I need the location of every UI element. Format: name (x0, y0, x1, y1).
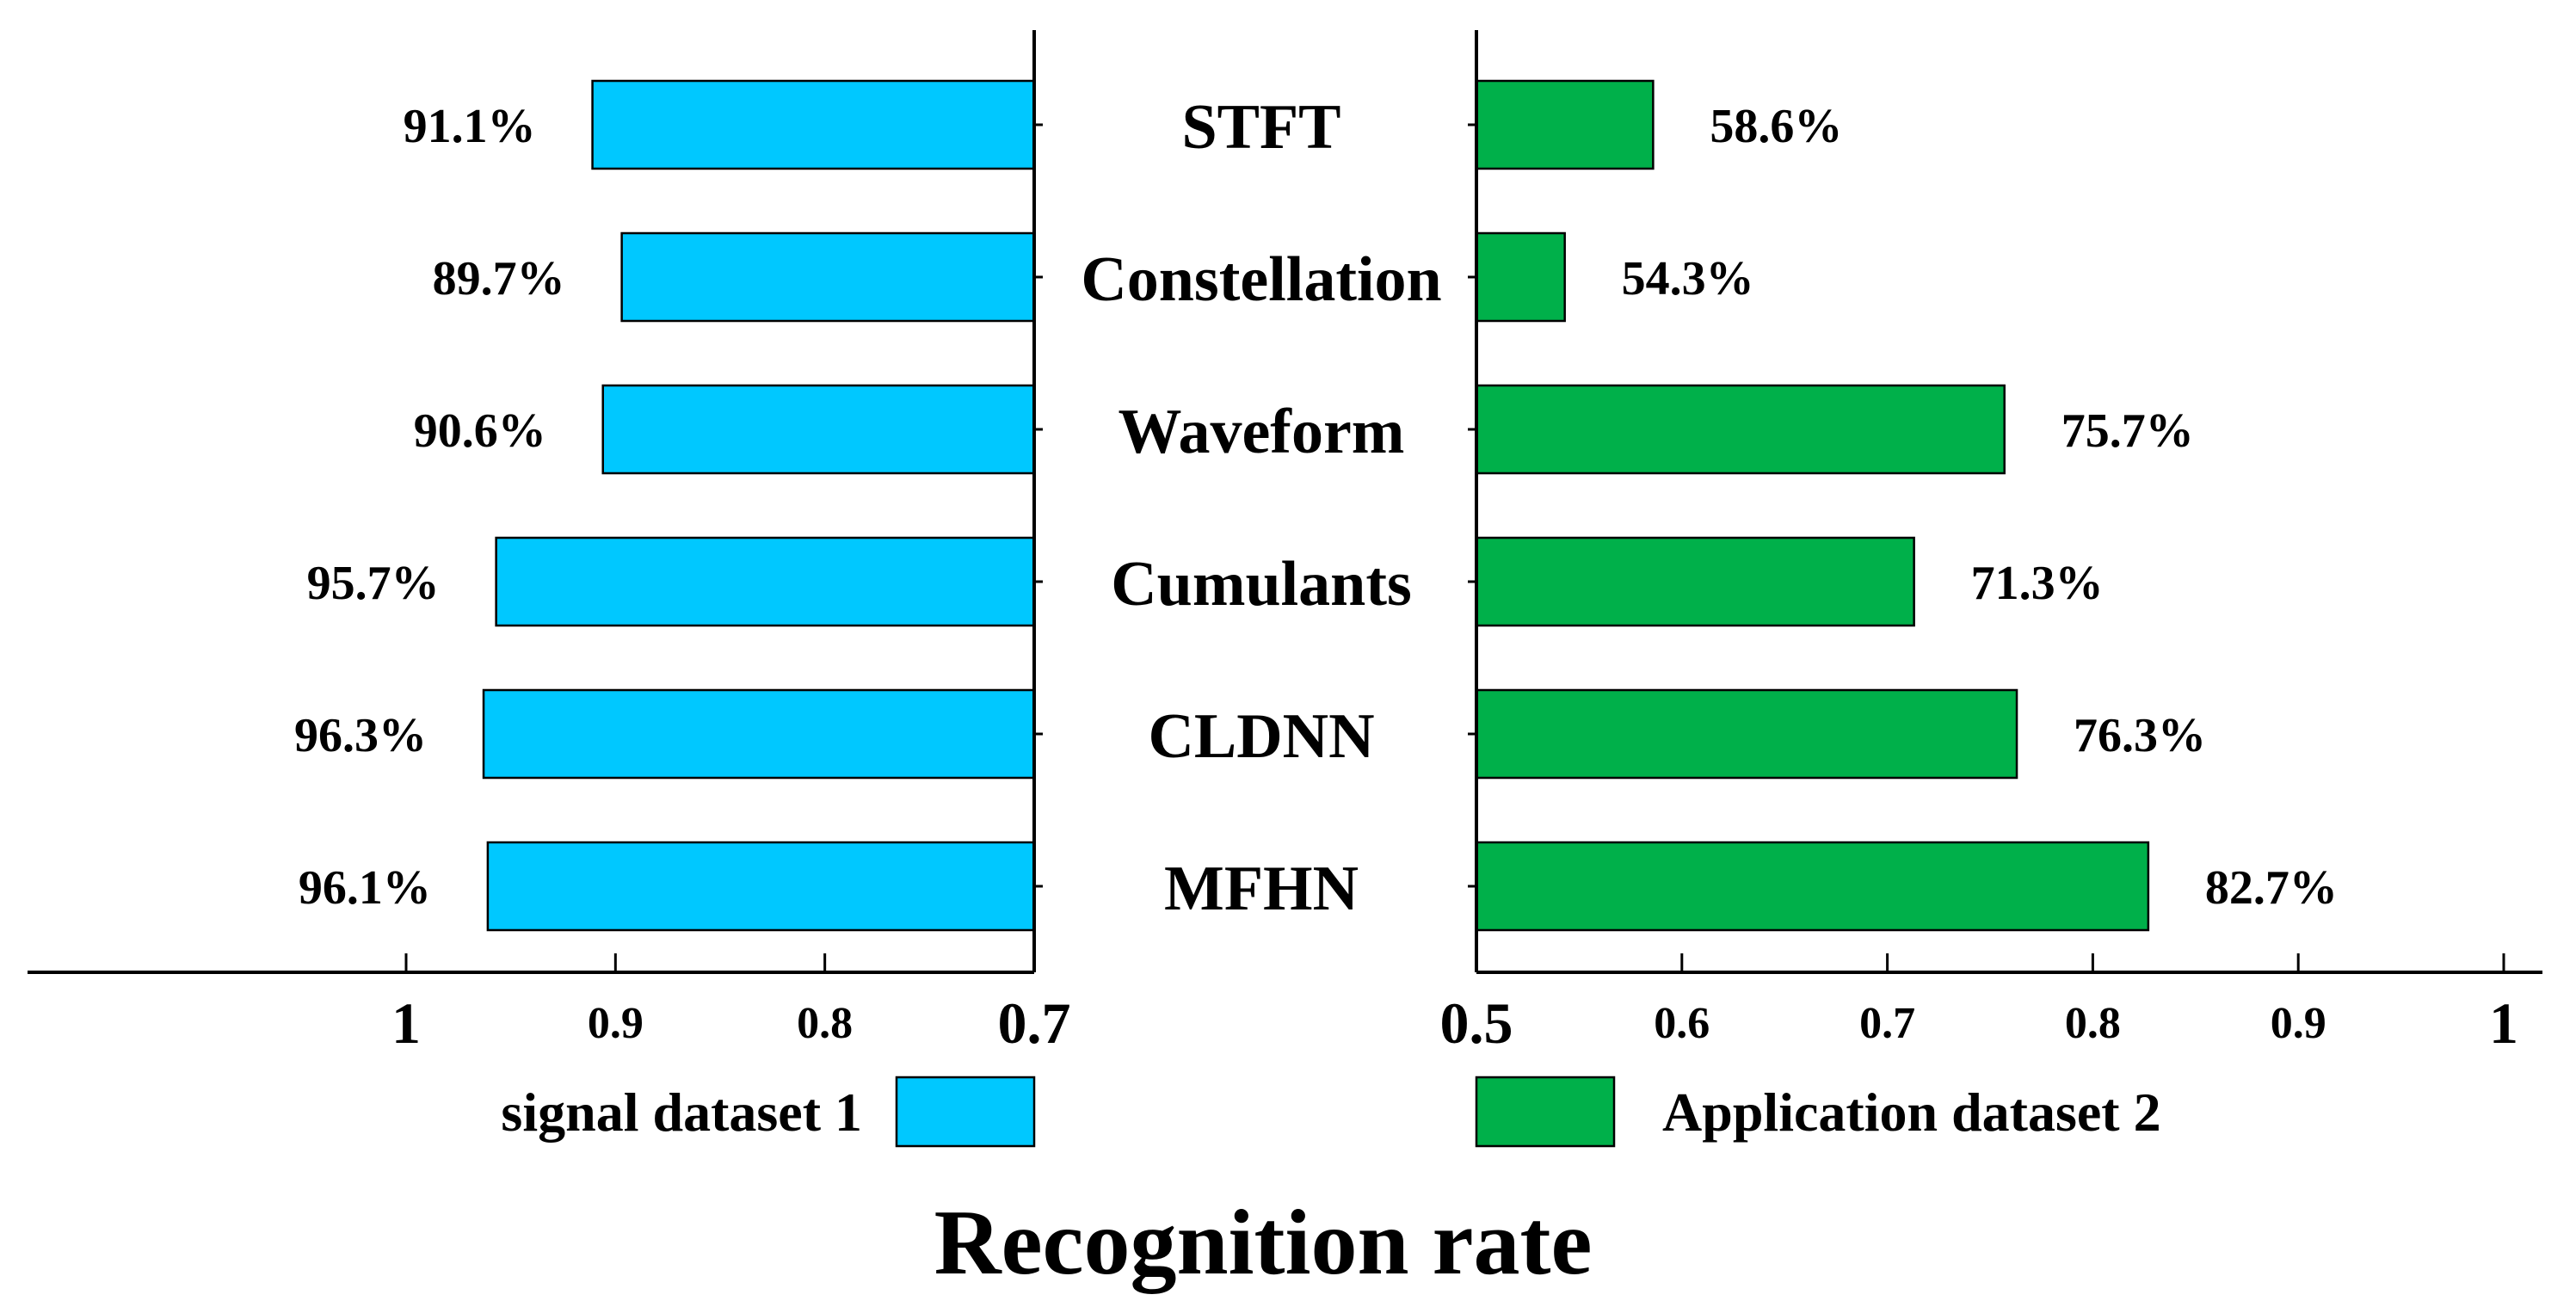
legend-label-signal-dataset-1: signal dataset 1 (501, 1082, 862, 1143)
value-label-right-stft: 58.6% (1710, 100, 1842, 153)
method-label-cldnn: CLDNN (1148, 701, 1374, 772)
bar-left-constellation (620, 231, 1036, 323)
bar-left-stft (591, 79, 1036, 170)
bar-left-cumulants (495, 536, 1036, 627)
bar-left-cldnn (482, 688, 1036, 780)
method-label-constellation: Constellation (1081, 244, 1441, 315)
right-tick-label-0-9: 0.9 (2271, 999, 2326, 1048)
chart-title: Recognition rate (934, 1192, 1593, 1294)
bars-signal-dataset-1 (482, 79, 1036, 932)
method-labels: STFT Constellation Waveform Cumulants CLDNN M… (1081, 92, 1441, 924)
right-tick-label-1: 1 (2489, 990, 2518, 1056)
left-tick-label-0-9: 0.9 (588, 999, 644, 1048)
bar-right-constellation (1475, 231, 1566, 323)
legend-label-application-dataset-2: Application dataset 2 (1662, 1082, 2161, 1143)
bar-right-mfhn (1475, 841, 2150, 932)
method-label-waveform: Waveform (1119, 397, 1405, 467)
left-tick-label-1: 1 (391, 990, 421, 1056)
bar-right-cumulants (1475, 536, 1915, 627)
value-label-right-mfhn: 82.7% (2205, 861, 2338, 915)
bar-left-mfhn (486, 841, 1036, 932)
right-tick-label-0-8: 0.8 (2065, 999, 2121, 1048)
tick-labels: 1 0.9 0.8 0.7 0.5 0.6 0.7 0.8 0.9 1 (391, 990, 2518, 1056)
left-tick-label-0-7: 0.7 (998, 990, 1071, 1056)
legend-swatch-application-dataset-2 (1475, 1076, 1616, 1148)
legend: signal dataset 1 Application dataset 2 (501, 1076, 2161, 1148)
bar-right-cldnn (1475, 688, 2018, 780)
bars-application-dataset-2 (1475, 79, 2150, 932)
value-label-left-constellation: 89.7% (433, 252, 565, 305)
method-label-mfhn: MFHN (1164, 854, 1359, 924)
value-label-left-mfhn: 96.1% (299, 861, 431, 915)
method-label-stft: STFT (1181, 92, 1340, 163)
value-label-left-stft: 91.1% (404, 100, 536, 153)
value-label-right-cldnn: 76.3% (2074, 709, 2206, 762)
value-label-left-waveform: 90.6% (414, 404, 546, 458)
value-label-right-cumulants: 71.3% (1971, 557, 2104, 610)
value-label-left-cumulants: 95.7% (307, 557, 440, 610)
right-tick-label-0-6: 0.6 (1654, 999, 1710, 1048)
bar-right-stft (1475, 79, 1655, 170)
right-tick-label-0-7: 0.7 (1859, 999, 1915, 1048)
method-label-cumulants: Cumulants (1111, 549, 1412, 620)
value-label-left-cldnn: 96.3% (294, 709, 427, 762)
bar-left-waveform (601, 384, 1036, 475)
legend-swatch-signal-dataset-1 (895, 1076, 1036, 1148)
bar-right-waveform (1475, 384, 2006, 475)
value-label-right-waveform: 75.7% (2061, 404, 2194, 458)
right-tick-label-0-5: 0.5 (1440, 990, 1513, 1056)
value-label-right-constellation: 54.3% (1622, 252, 1754, 305)
axes (28, 30, 2542, 974)
value-labels: 91.1% 58.6% 89.7% 54.3% 90.6% 75.7% 95.7% 71.3%… (294, 100, 2338, 915)
left-tick-label-0-8: 0.8 (797, 999, 853, 1048)
